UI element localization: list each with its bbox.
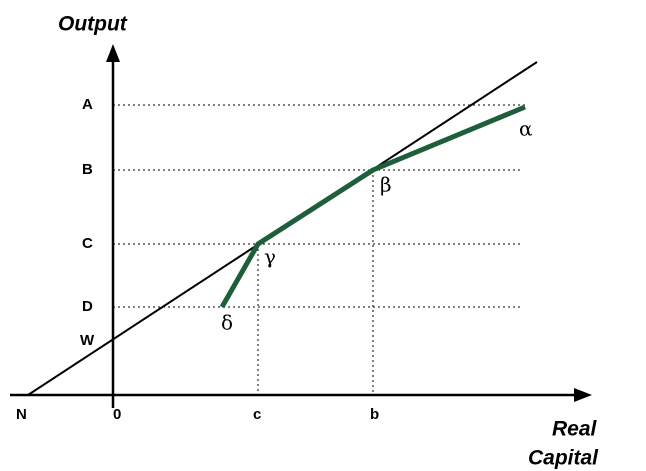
x-point-label: b <box>370 406 379 423</box>
x-point-label: 0 <box>113 406 121 423</box>
y-point-label: C <box>82 235 93 252</box>
y-arrow <box>106 44 120 62</box>
x-point-label: N <box>16 406 27 423</box>
curve-point-label: δ <box>221 311 233 335</box>
y-point-label: W <box>80 332 95 349</box>
y-point-label: D <box>82 298 93 315</box>
curve-point-label: β <box>380 173 392 197</box>
y-point-label: A <box>82 96 93 113</box>
curve-point-label: γ <box>264 245 276 269</box>
x-axis-label: Real <box>552 418 598 441</box>
x-axis-label: Capital <box>528 447 599 470</box>
curve-point-label: α <box>519 117 533 141</box>
y-point-label: B <box>82 161 93 178</box>
x-point-label: c <box>253 406 261 423</box>
y-axis-label: Output <box>58 13 128 36</box>
x-arrow <box>574 388 592 402</box>
curve <box>219 104 526 309</box>
